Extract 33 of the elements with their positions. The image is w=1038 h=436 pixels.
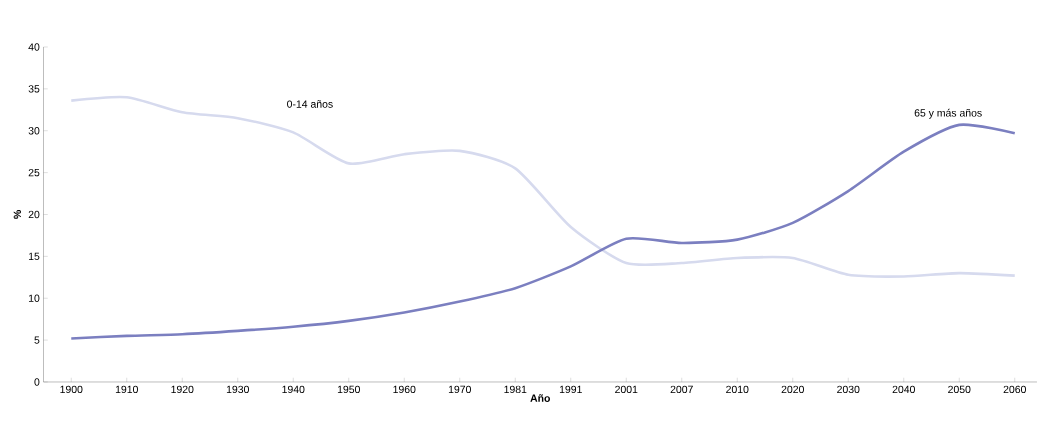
- x-tick-label: 2010: [726, 385, 749, 394]
- line-series: [69, 123, 1017, 340]
- series-label: 65 y más años: [914, 108, 982, 119]
- x-tick-label: 2040: [892, 385, 915, 394]
- x-tick-label: 1940: [282, 385, 305, 394]
- y-tick-label: 30: [28, 127, 40, 135]
- y-tick-label: 15: [28, 252, 40, 261]
- x-tick-label: 2001: [615, 385, 638, 394]
- x-tick-label: 1970: [448, 385, 471, 394]
- x-axis-title: Año: [530, 394, 550, 402]
- x-tick-label: 2030: [837, 385, 860, 394]
- x-tick-label: 1920: [171, 385, 194, 394]
- x-tick-label: 1960: [393, 385, 416, 394]
- line-series: [69, 95, 1017, 278]
- x-tick-label: 1900: [60, 385, 83, 394]
- x-tick-label: 2007: [670, 385, 693, 394]
- y-tick-label: 0: [34, 378, 40, 386]
- y-tick-label: 35: [28, 85, 40, 93]
- y-tick-label: 5: [34, 336, 40, 344]
- x-tick-label: 1930: [226, 385, 249, 394]
- x-tick-label: 1950: [337, 385, 360, 394]
- x-tick-label: 1991: [559, 385, 582, 394]
- x-tick-label: 1981: [504, 385, 527, 394]
- x-tick-label: 2020: [781, 385, 804, 394]
- x-tick-label: 1910: [115, 385, 138, 394]
- x-tick-label: 2050: [948, 385, 971, 394]
- y-tick-label: 40: [28, 43, 40, 51]
- x-tick-label: 2060: [1003, 385, 1026, 394]
- y-tick-label: 10: [28, 294, 40, 302]
- text: 0-14 años: [287, 100, 333, 108]
- y-tick-label: 25: [28, 168, 40, 177]
- y-tick-label: 20: [28, 210, 40, 219]
- y-axis-title: %: [13, 210, 22, 219]
